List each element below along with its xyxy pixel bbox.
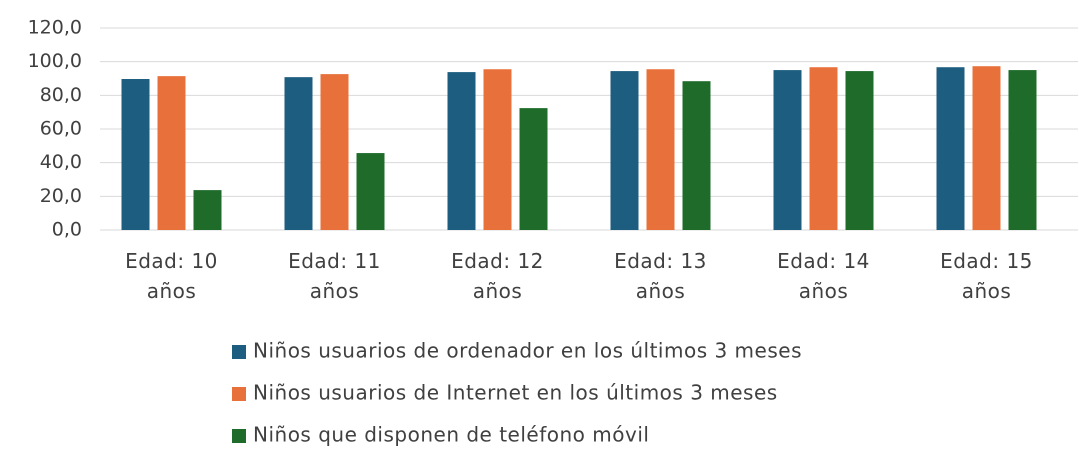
bar xyxy=(809,67,838,230)
bar xyxy=(320,74,349,230)
bar xyxy=(610,71,639,231)
bar xyxy=(1008,70,1037,230)
y-tick-label: 40,0 xyxy=(40,151,82,173)
bar xyxy=(284,77,313,230)
y-tick-label: 120,0 xyxy=(28,17,82,39)
x-tick-label: Edad: 14 años xyxy=(777,249,870,303)
x-tick-label: Edad: 11 años xyxy=(288,249,381,303)
legend-label: Niños que disponen de teléfono móvil xyxy=(253,423,649,447)
bar xyxy=(483,69,512,230)
bar xyxy=(972,66,1001,230)
bar xyxy=(356,153,385,230)
bar xyxy=(121,79,150,230)
legend-swatch xyxy=(232,345,246,359)
legend-label: Niños usuarios de Internet en los último… xyxy=(253,381,778,405)
bar xyxy=(519,108,548,230)
bar xyxy=(157,76,186,230)
legend-label: Niños usuarios de ordenador en los últim… xyxy=(253,339,802,363)
bar xyxy=(646,69,675,230)
bar xyxy=(193,190,222,230)
y-tick-label: 60,0 xyxy=(40,118,82,140)
x-tick-label: Edad: 10 años xyxy=(125,249,218,303)
bar xyxy=(845,71,874,231)
bar xyxy=(773,70,802,230)
bar xyxy=(682,81,711,231)
y-tick-label: 80,0 xyxy=(40,84,82,106)
y-tick-label: 0,0 xyxy=(52,219,82,241)
x-tick-label: Edad: 15 años xyxy=(940,249,1033,303)
x-tick-label: Edad: 12 años xyxy=(451,249,544,303)
bar xyxy=(447,72,476,230)
legend-swatch xyxy=(232,429,246,443)
legend-swatch xyxy=(232,387,246,401)
bar xyxy=(936,67,965,230)
x-tick-label: Edad: 13 años xyxy=(614,249,707,303)
y-tick-label: 100,0 xyxy=(28,50,82,72)
y-tick-label: 20,0 xyxy=(40,185,82,207)
